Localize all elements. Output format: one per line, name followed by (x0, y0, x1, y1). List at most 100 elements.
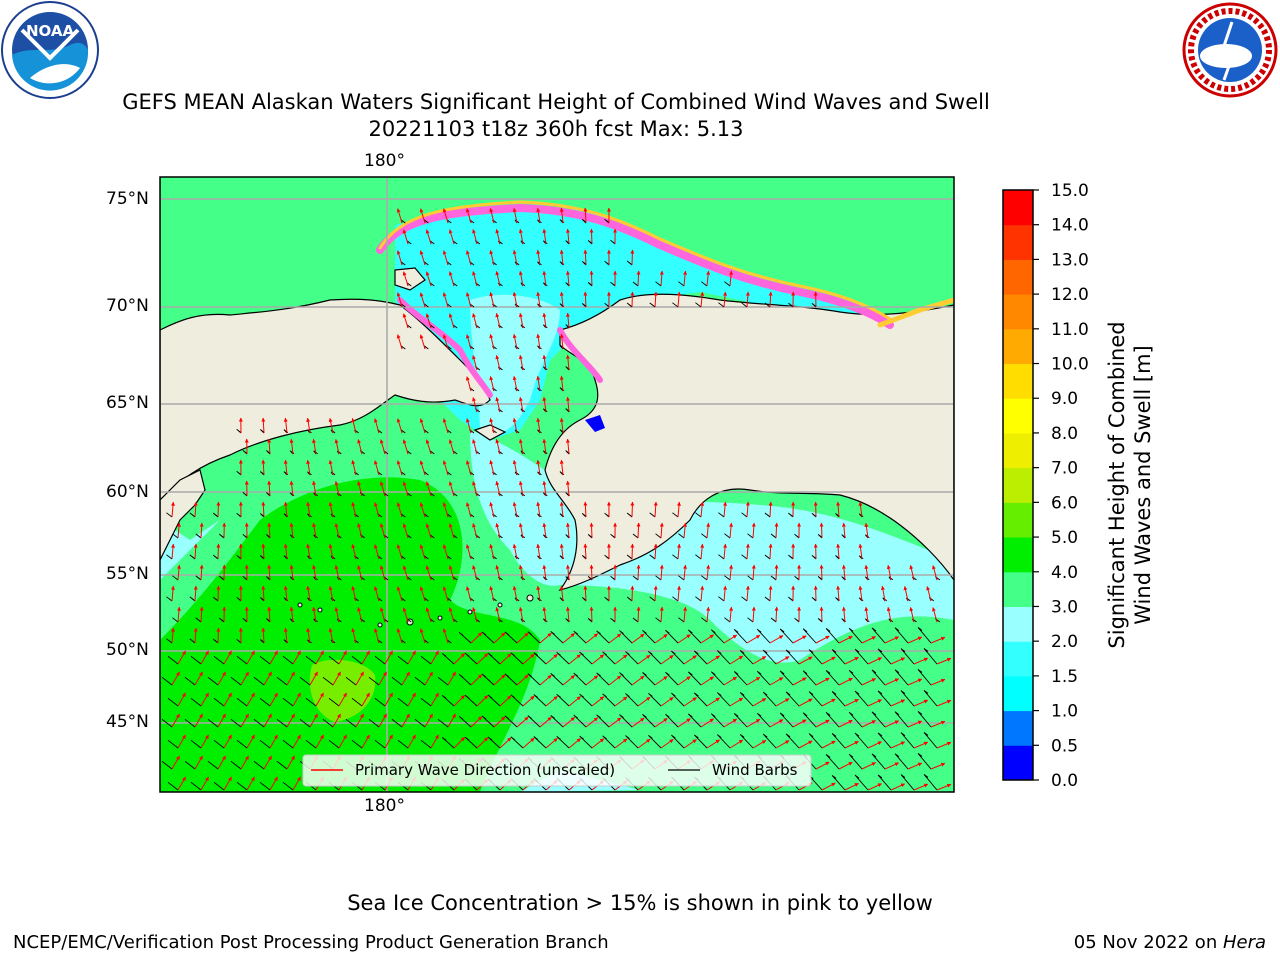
wind-barb (236, 697, 248, 707)
wind-barb (596, 672, 610, 686)
wind-barb (756, 670, 771, 686)
colorbar-segment (1003, 502, 1033, 538)
wave-direction-arrow (489, 334, 495, 350)
wave-direction-arrow (745, 501, 750, 518)
lat-label-75n: 75°N (106, 189, 149, 209)
wave-direction-arrow (819, 522, 824, 539)
wave-direction-arrow (373, 418, 380, 434)
wave-direction-arrow (568, 696, 581, 707)
wave-direction-arrow (890, 783, 906, 791)
wave-direction-arrow (654, 675, 668, 686)
wind-barb (877, 690, 892, 707)
wave-direction-arrow (476, 653, 489, 665)
wind-barb (825, 670, 840, 686)
wave-direction-arrow (425, 565, 432, 581)
wind-barb (219, 533, 225, 539)
wind-barb (808, 649, 823, 665)
wind-barb (253, 676, 265, 686)
wave-direction-arrow (936, 657, 952, 665)
wind-barb (718, 554, 725, 560)
wind-barb (632, 617, 639, 623)
wave-direction-arrow (861, 678, 876, 686)
wind-barb (626, 554, 633, 560)
wave-direction-arrow (193, 543, 198, 560)
wind-barb (212, 638, 219, 644)
wave-direction-arrow (637, 654, 651, 665)
wave-direction-arrow (448, 523, 455, 539)
wave-direction-arrow (263, 713, 272, 728)
wave-direction-arrow (267, 480, 272, 497)
footer-host: Hera (1222, 932, 1266, 953)
wave-direction-arrow (775, 740, 790, 749)
wave-direction-arrow (798, 656, 813, 665)
wave-direction-arrow (283, 627, 288, 644)
wind-barb (747, 533, 754, 539)
wind-barb (794, 575, 800, 581)
wave-direction-arrow (332, 713, 341, 728)
wave-direction-arrow (706, 697, 720, 707)
wave-direction-arrow (223, 734, 232, 749)
wind-barb (831, 775, 846, 791)
wave-direction-arrow (328, 501, 334, 518)
wind-barb (739, 650, 754, 665)
aleutian-islands (297, 594, 534, 628)
wave-direction-arrow (489, 544, 495, 560)
wave-direction-arrow (683, 655, 697, 665)
wind-barb (785, 733, 800, 749)
wind-barb (190, 781, 202, 791)
colorbar-tick-label: 11.0 (1051, 320, 1089, 340)
wave-direction-arrow (292, 650, 301, 665)
wave-direction-arrow (706, 564, 711, 581)
wave-direction-arrow (328, 417, 334, 434)
wave-direction-arrow (217, 671, 226, 686)
wave-direction-arrow (706, 739, 720, 749)
wave-direction-arrow (334, 607, 340, 623)
wave-direction-arrow (357, 481, 363, 497)
wave-direction-arrow (841, 564, 846, 581)
wind-barb (687, 629, 702, 644)
wind-barb (632, 533, 639, 539)
wave-direction-arrow (630, 585, 635, 602)
wave-direction-arrow (518, 606, 524, 623)
wind-barb (579, 735, 593, 749)
colorbar-segment (1003, 190, 1033, 226)
wave-direction-arrow (419, 208, 426, 224)
wave-direction-arrow (453, 695, 465, 707)
wave-direction-arrow (171, 671, 180, 686)
wind-barb (259, 597, 265, 602)
wave-direction-arrow (402, 523, 409, 539)
wave-direction-arrow (292, 734, 301, 749)
wave-direction-arrow (223, 776, 232, 791)
wave-direction-arrow (442, 628, 449, 644)
sea-ice-note: Sea Ice Concentration > 15% is shown in … (347, 891, 933, 915)
wind-barb (556, 651, 570, 665)
lon-label-top: 180° (364, 151, 405, 171)
wave-direction-arrow (706, 270, 711, 287)
wind-barb (619, 714, 633, 728)
wind-barb (672, 596, 679, 602)
wind-barb (172, 575, 179, 581)
wind-barb (917, 669, 932, 686)
wave-direction-arrow (373, 544, 380, 560)
colorbar-segment (1003, 432, 1033, 469)
wave-direction-arrow (516, 716, 529, 728)
wave-direction-arrow (425, 229, 432, 245)
wave-direction-arrow (470, 632, 483, 644)
wind-barb (625, 735, 639, 749)
wind-barb (817, 576, 823, 581)
wave-direction-arrow (240, 671, 249, 686)
wave-direction-arrow (861, 762, 876, 770)
wave-direction-arrow (240, 713, 249, 728)
wave-direction-arrow (512, 459, 518, 476)
wind-barb (259, 639, 265, 644)
wind-barb (190, 697, 202, 707)
wave-direction-arrow (683, 739, 697, 749)
wave-zone-2-3m-bering (470, 430, 566, 586)
wave-direction-arrow (419, 628, 426, 644)
wind-barb (762, 649, 777, 665)
wave-direction-arrow (907, 762, 923, 770)
wave-direction-arrow (559, 249, 564, 266)
wind-barb (581, 261, 587, 266)
wave-direction-arrow (289, 438, 294, 455)
wave-direction-arrow (194, 755, 203, 770)
